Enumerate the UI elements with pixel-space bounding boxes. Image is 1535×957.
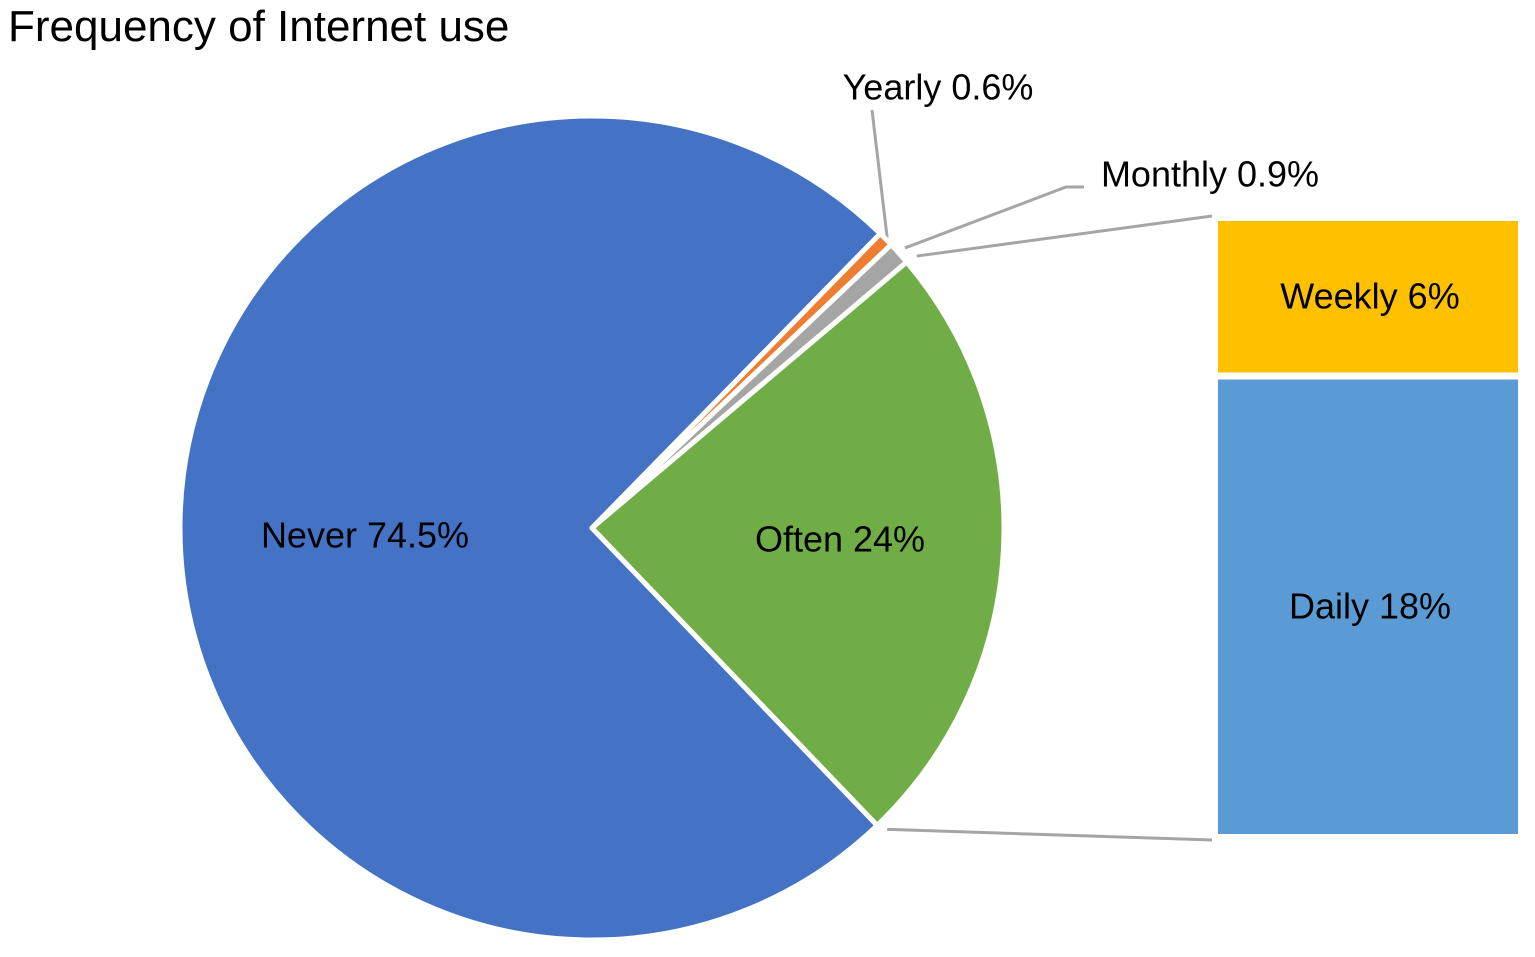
pie-slices [177,113,1007,943]
data-label-never: Never 74.5% [261,515,469,556]
chart-title: Frequency of Internet use [8,2,510,51]
bar-segment-weekly [1218,221,1518,373]
data-label-monthly: Monthly 0.9% [1101,154,1319,195]
bar-of-pie [1218,221,1518,834]
data-label-yearly: Yearly 0.6% [843,67,1034,108]
connector-line-top [916,214,1213,258]
leader-lines [870,109,1213,842]
leader-line-monthly [904,185,1084,250]
connector-line-bottom [887,827,1213,842]
leader-line-yearly [870,109,889,238]
pie-slice-never [177,113,883,943]
pie-slice-often [589,259,1007,828]
data-label-weekly: Weekly 6% [1280,275,1459,316]
data-label-often: Often 24% [755,519,925,560]
data-labels: Never 74.5% Yearly 0.6% Monthly 0.9% Often … [261,67,1460,627]
data-label-daily: Daily 18% [1289,585,1451,626]
bar-segment-daily [1218,379,1518,834]
